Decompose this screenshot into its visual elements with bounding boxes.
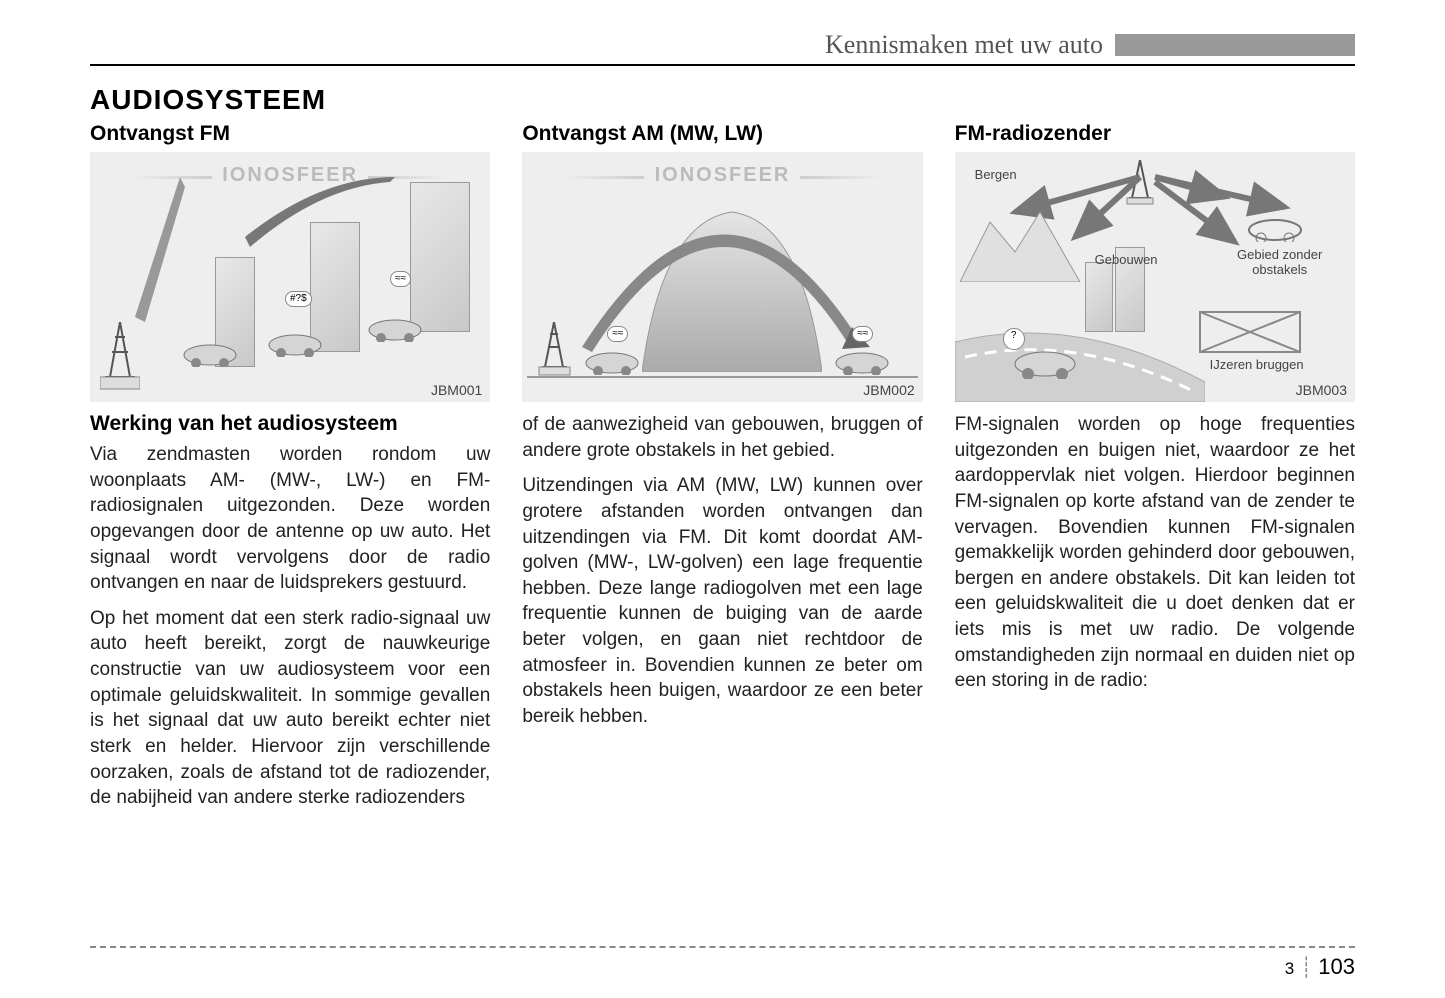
- page-number-value: 103: [1318, 954, 1355, 980]
- col3-heading: FM-radiozender: [955, 122, 1355, 146]
- figure-fm-transmitter: Bergen Gebouwen Gebied zonder obstakels …: [955, 152, 1355, 402]
- noise-bubble-icon: #?$: [285, 291, 312, 307]
- car-icon: [365, 312, 425, 347]
- body-paragraph: FM-signalen worden op hoge frequenties u…: [955, 412, 1355, 694]
- body-paragraph: Uitzendingen via AM (MW, LW) kunnen over…: [522, 473, 922, 729]
- figure-code: JBM003: [1296, 382, 1347, 398]
- bridge-icon: [1195, 302, 1305, 362]
- body-paragraph: Op het moment dat een sterk radio-signaa…: [90, 606, 490, 811]
- header-accent-bar: [1115, 34, 1355, 56]
- col1-heading: Ontvangst FM: [90, 122, 490, 146]
- body-paragraph: of de aanwezigheid van gebouwen, bruggen…: [522, 412, 922, 463]
- column-1: Ontvangst FM IONOSFEER #?$ ≈≈ JBM001 W: [90, 122, 490, 821]
- figure-code: JBM002: [863, 382, 914, 398]
- col1-subheading: Werking van het audiosysteem: [90, 412, 490, 436]
- signal-arrow-icon: [130, 172, 230, 322]
- figure-fm-reception: IONOSFEER #?$ ≈≈ JBM001: [90, 152, 490, 402]
- tower-icon: [100, 322, 140, 392]
- chapter-title: Kennismaken met uw auto: [825, 30, 1111, 60]
- mountains-label: Bergen: [975, 167, 1017, 182]
- car-icon: [1245, 212, 1305, 247]
- bridges-label: IJzeren bruggen: [1210, 357, 1304, 372]
- figure-code: JBM001: [431, 382, 482, 398]
- open-area-label: Gebied zonder obstakels: [1225, 247, 1335, 277]
- content-columns: Ontvangst FM IONOSFEER #?$ ≈≈ JBM001 W: [90, 122, 1355, 821]
- header-rule: [90, 64, 1355, 66]
- column-2: Ontvangst AM (MW, LW) IONOSFEER ≈≈ ≈≈ JB…: [522, 122, 922, 821]
- car-icon: [180, 337, 240, 372]
- road-icon: [955, 282, 1205, 402]
- figure-am-reception: IONOSFEER ≈≈ ≈≈ JBM002: [522, 152, 922, 402]
- section-number: 3: [1285, 959, 1294, 979]
- page-number: 3 ┊ 103: [90, 954, 1355, 980]
- car-icon: [265, 327, 325, 362]
- noise-bubble-icon: ≈≈: [852, 326, 873, 342]
- noise-bubble-icon: ≈≈: [607, 326, 628, 342]
- signal-arrow-icon: [240, 177, 400, 257]
- footer-rule: [90, 946, 1355, 948]
- question-bubble-icon: ?: [1003, 328, 1025, 350]
- page-num-separator: ┊: [1300, 955, 1312, 980]
- column-3: FM-radiozender Bergen: [955, 122, 1355, 821]
- building-icon: [410, 182, 470, 332]
- noise-bubble-icon: ≈≈: [390, 271, 411, 287]
- mountain-icon: [960, 202, 1080, 287]
- manual-page: Kennismaken met uw auto AUDIOSYSTEEM Ont…: [0, 0, 1445, 841]
- section-title: AUDIOSYSTEEM: [90, 84, 1355, 116]
- buildings-label: Gebouwen: [1095, 252, 1158, 267]
- ionosphere-label: IONOSFEER: [655, 164, 791, 187]
- body-paragraph: Via zendmasten worden rondom uw woonplaa…: [90, 442, 490, 596]
- col2-heading: Ontvangst AM (MW, LW): [522, 122, 922, 146]
- page-footer: 3 ┊ 103: [0, 946, 1445, 980]
- page-header: Kennismaken met uw auto: [90, 30, 1355, 60]
- car-icon: [1010, 344, 1080, 384]
- tower-icon: [537, 322, 572, 377]
- ground-line: [527, 376, 917, 378]
